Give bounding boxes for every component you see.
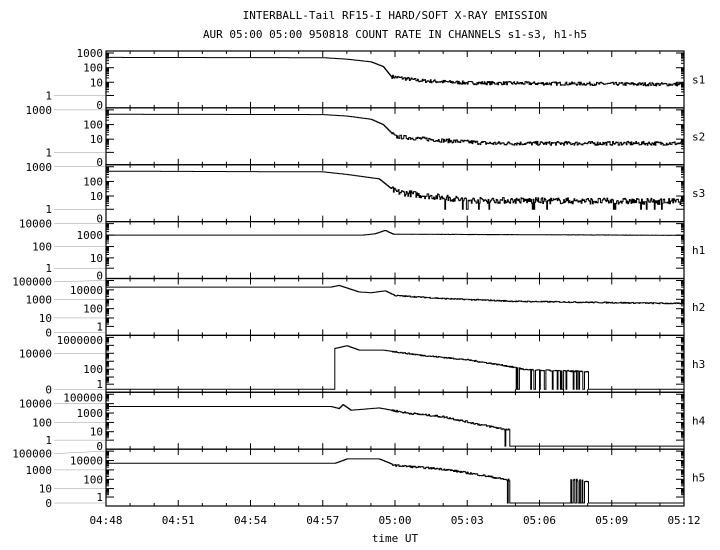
y-tick-label: 100 — [83, 303, 103, 316]
panel-label-h5: h5 — [692, 472, 705, 485]
panel-label-h4: h4 — [692, 415, 706, 428]
y-tick-label: 0 — [45, 497, 52, 510]
panel-label-s3: s3 — [692, 187, 705, 200]
y-tick-label: 0 — [45, 383, 52, 396]
y-tick-leader — [53, 280, 106, 282]
y-tick-labels: 1000100101010001001010100010010101000010… — [12, 47, 106, 510]
panel-frame — [105, 391, 685, 450]
series-line-s2 — [106, 113, 685, 146]
y-tick-label: 10 — [90, 190, 103, 203]
y-tick-label: 100000 — [63, 392, 103, 405]
panel-frame — [105, 334, 685, 393]
y-tick-label: 1 — [96, 320, 103, 333]
y-tick-label: 100 — [83, 175, 103, 188]
y-tick-label: 100 — [32, 241, 52, 254]
y-tick-label: 100 — [83, 119, 103, 132]
y-tick-label: 1 — [45, 203, 52, 216]
panel-label-h3: h3 — [692, 358, 705, 371]
y-tick-label: 1000 — [77, 407, 104, 420]
x-tick-label: 05:09 — [595, 514, 628, 527]
x-tick-label: 04:51 — [162, 514, 195, 527]
x-axis-label: time UT — [372, 532, 419, 545]
series-line-h5 — [106, 458, 684, 504]
y-tick-label: 100 — [32, 416, 52, 429]
y-tick-label: 1 — [45, 262, 52, 275]
y-tick-label: 1000 — [26, 104, 53, 117]
y-tick-label: 10 — [39, 312, 52, 325]
chart-title: INTERBALL-Tail RF15-I HARD/SOFT X-RAY EM… — [243, 9, 548, 22]
y-tick-label: 10 — [90, 252, 103, 265]
panel-label-s2: s2 — [692, 130, 705, 143]
y-tick-label: 0 — [96, 440, 103, 453]
panel-h4: h4 — [105, 391, 706, 450]
x-tick-label: 05:00 — [378, 514, 411, 527]
y-tick-label: 10 — [39, 483, 52, 496]
y-tick-label: 10 — [90, 426, 103, 439]
panel-s3: s3 — [105, 164, 705, 223]
y-tick-label: 1000 — [26, 293, 53, 306]
series-line-h1 — [106, 230, 685, 236]
panel-frame — [105, 448, 685, 507]
panel-h1: h1 — [105, 221, 705, 280]
panel-s2: s2 — [105, 107, 705, 166]
y-tick-label: 0 — [96, 156, 103, 169]
series-line-s1 — [106, 56, 685, 87]
panel-h2: h2 — [105, 277, 705, 336]
y-tick-label: 100 — [83, 473, 103, 486]
y-tick-label: 1000 — [77, 47, 104, 60]
y-tick-label: 10 — [90, 133, 103, 146]
x-tick-label: 04:54 — [234, 514, 267, 527]
series-line-h4 — [106, 404, 684, 447]
x-tick-label: 05:06 — [523, 514, 556, 527]
panel-frame — [105, 107, 685, 166]
y-tick-label: 0 — [96, 99, 103, 112]
x-tick-label: 05:12 — [667, 514, 700, 527]
y-tick-label: 0 — [45, 326, 52, 339]
y-tick-label: 100000 — [12, 448, 52, 461]
y-tick-label: 100000 — [12, 276, 52, 289]
y-tick-label: 10000 — [19, 398, 52, 411]
panel-frame — [105, 50, 685, 109]
y-tick-label: 10000 — [70, 284, 103, 297]
x-tick-label: 04:48 — [89, 514, 122, 527]
panel-label-h2: h2 — [692, 301, 705, 314]
y-tick-label: 1000000 — [57, 334, 103, 347]
y-tick-label: 1 — [45, 434, 52, 447]
panel-frame — [105, 221, 685, 280]
y-tick-label: 1 — [45, 146, 52, 159]
y-tick-label: 10000 — [19, 347, 52, 360]
panel-h5: h5 — [105, 448, 705, 507]
series-line-h3 — [106, 345, 684, 390]
panel-label-s1: s1 — [692, 73, 705, 86]
series-line-h2 — [106, 284, 685, 305]
y-tick-label: 0 — [96, 270, 103, 283]
chart-subtitle: AUR 05:00 05:00 950818 COUNT RATE IN CHA… — [203, 28, 587, 41]
panel-h3: h3 — [105, 334, 705, 393]
y-tick-label: 100 — [83, 363, 103, 376]
y-tick-label: 0 — [96, 213, 103, 226]
panel-frame — [105, 164, 685, 223]
x-tick-label: 04:57 — [306, 514, 339, 527]
panel-label-h1: h1 — [692, 244, 705, 257]
y-tick-label: 1 — [96, 491, 103, 504]
y-tick-label: 10 — [90, 76, 103, 89]
y-tick-label: 1000 — [26, 161, 53, 174]
panel-s1: s1 — [105, 50, 705, 109]
y-tick-leader — [53, 450, 106, 454]
y-tick-label: 1 — [96, 378, 103, 391]
x-tick-label: 05:03 — [451, 514, 484, 527]
y-tick-label: 1000 — [77, 229, 104, 242]
y-tick-label: 1 — [45, 89, 52, 102]
y-tick-label: 100 — [83, 62, 103, 75]
x-tick-labels: 04:48 04:51 04:54 04:57 05:00 05:03 05:06 05:09… — [89, 514, 700, 527]
y-tick-label: 10000 — [19, 218, 52, 231]
y-tick-label: 10000 — [70, 455, 103, 468]
series-line-s3 — [106, 170, 685, 210]
panels: s1 s2 s3 h1 h2 h3 h4 h5 — [105, 50, 706, 507]
y-tick-label: 1000 — [26, 464, 53, 477]
